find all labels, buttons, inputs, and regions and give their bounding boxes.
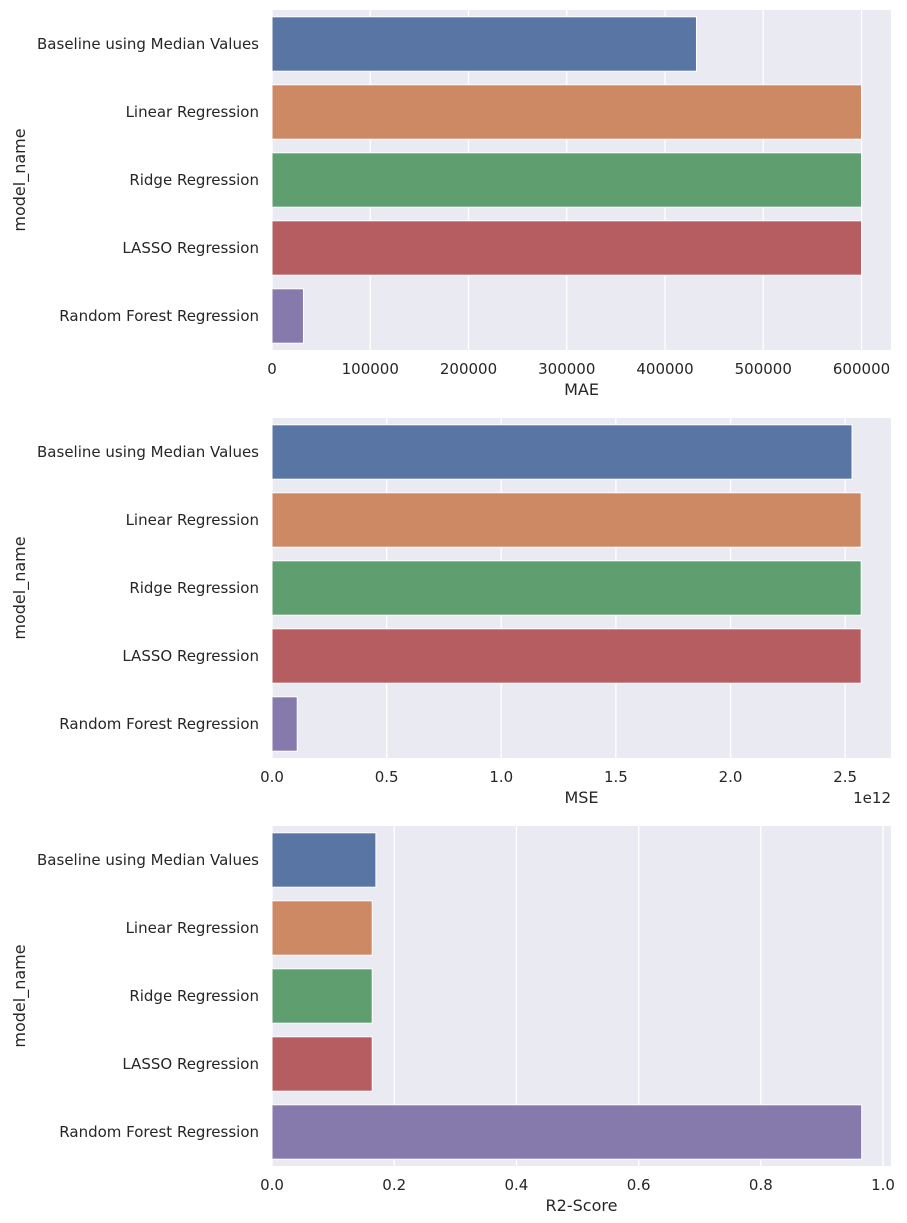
y-tick-label: Linear Regression bbox=[126, 919, 259, 937]
y-tick-label: Random Forest Regression bbox=[59, 1123, 259, 1141]
bar-3 bbox=[271, 152, 863, 208]
bar-1 bbox=[271, 832, 377, 888]
x-tick-label: 1.5 bbox=[604, 768, 628, 786]
x-tick-label: 0.8 bbox=[749, 1176, 773, 1194]
y-tick-label: LASSO Regression bbox=[122, 239, 259, 257]
bar-4 bbox=[271, 1036, 373, 1092]
bar-4 bbox=[271, 220, 863, 276]
chart-panel-3: Baseline using Median Values Linear Regre… bbox=[10, 826, 895, 1215]
y-tick-label: Baseline using Median Values bbox=[37, 443, 259, 461]
y-tick-label: Random Forest Regression bbox=[59, 307, 259, 325]
bar-2 bbox=[271, 492, 862, 548]
x-tick-label: 2.5 bbox=[833, 768, 857, 786]
x-axis-label: R2-Score bbox=[546, 1196, 618, 1215]
y-tick-label: Ridge Regression bbox=[129, 987, 259, 1005]
bar-3 bbox=[271, 560, 862, 616]
x-axis-label: MSE bbox=[564, 788, 598, 807]
y-axis-label: model_name bbox=[10, 128, 30, 231]
y-tick-label: Baseline using Median Values bbox=[37, 851, 259, 869]
x-tick-label: 0.6 bbox=[627, 1176, 651, 1194]
x-tick-label: 500000 bbox=[735, 360, 792, 378]
x-tick-label: 1.0 bbox=[489, 768, 513, 786]
x-tick-label: 2.0 bbox=[719, 768, 743, 786]
bar-1 bbox=[271, 16, 697, 72]
x-tick-label: 0 bbox=[267, 360, 277, 378]
bar-2 bbox=[271, 84, 863, 140]
y-axis-label: model_name bbox=[10, 944, 30, 1047]
x-tick-label: 0.0 bbox=[260, 768, 284, 786]
y-tick-label: Ridge Regression bbox=[129, 579, 259, 597]
x-tick-label: 0.5 bbox=[375, 768, 399, 786]
bar-5 bbox=[271, 1104, 863, 1160]
x-tick-label: 100000 bbox=[342, 360, 399, 378]
axis-offset-text: 1e12 bbox=[853, 789, 891, 807]
y-tick-label: Linear Regression bbox=[126, 103, 259, 121]
y-tick-label: LASSO Regression bbox=[122, 1055, 259, 1073]
bar-2 bbox=[271, 900, 373, 956]
x-tick-label: 300000 bbox=[538, 360, 595, 378]
y-tick-label: Linear Regression bbox=[126, 511, 259, 529]
x-tick-label: 0.2 bbox=[382, 1176, 406, 1194]
chart-panel-1: Baseline using Median Values Linear Regre… bbox=[10, 10, 891, 399]
y-tick-label: Baseline using Median Values bbox=[37, 35, 259, 53]
x-axis-label: MAE bbox=[564, 380, 599, 399]
bar-5 bbox=[271, 696, 298, 752]
x-tick-label: 400000 bbox=[636, 360, 693, 378]
x-tick-label: 600000 bbox=[833, 360, 890, 378]
bar-1 bbox=[271, 424, 853, 480]
chart-panel-2: Baseline using Median Values Linear Regre… bbox=[10, 418, 891, 807]
y-tick-label: LASSO Regression bbox=[122, 647, 259, 665]
x-tick-label: 0.4 bbox=[504, 1176, 528, 1194]
bar-3 bbox=[271, 968, 373, 1024]
x-tick-label: 1.0 bbox=[871, 1176, 895, 1194]
y-tick-label: Random Forest Regression bbox=[59, 715, 259, 733]
y-tick-label: Ridge Regression bbox=[129, 171, 259, 189]
bar-5 bbox=[271, 288, 304, 344]
x-tick-label: 200000 bbox=[440, 360, 497, 378]
x-tick-label: 0.0 bbox=[260, 1176, 284, 1194]
bar-4 bbox=[271, 628, 862, 684]
y-axis-label: model_name bbox=[10, 536, 30, 639]
